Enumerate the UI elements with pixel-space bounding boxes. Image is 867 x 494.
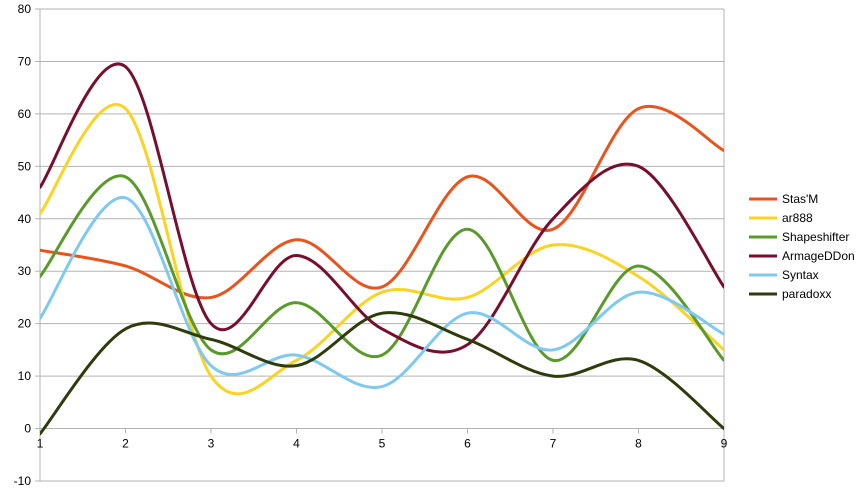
- legend-label-syntax: Syntax: [782, 268, 819, 282]
- legend-label-shapeshifter: Shapeshifter: [782, 230, 849, 244]
- x-tick-label: 6: [464, 437, 471, 451]
- y-tick-label: 40: [18, 212, 32, 226]
- axes: [35, 8, 725, 482]
- x-tick-label: 5: [379, 437, 386, 451]
- series-lines: [40, 62, 724, 436]
- x-tick-label: 8: [635, 437, 642, 451]
- series-line-shapeshifter: [40, 174, 724, 362]
- x-tick-label: 9: [721, 437, 728, 451]
- y-tick-label: -10: [14, 474, 32, 488]
- y-tick-label: 60: [18, 107, 32, 121]
- grid-lines: [40, 8, 724, 482]
- x-tick-label: 7: [550, 437, 557, 451]
- x-tick-label: 3: [208, 437, 215, 451]
- y-tick-labels: -10 0 10 20 30 40 50 60 70 80: [14, 2, 32, 488]
- y-tick-label: 50: [18, 159, 32, 173]
- series-line-stas-m: [40, 105, 724, 300]
- x-tick-label: 1: [37, 437, 44, 451]
- legend-label-ar888: ar888: [782, 211, 813, 225]
- y-tick-label: 70: [18, 54, 32, 68]
- legend: Stas'M ar888 Shapeshifter ArmageDDon Syntax p…: [749, 192, 855, 301]
- x-tick-label: 4: [293, 437, 300, 451]
- y-tick-label: 0: [24, 422, 31, 436]
- series-line-paradoxx: [40, 311, 724, 436]
- x-tick-labels: 1 2 3 4 5 6 7 8 9: [37, 437, 728, 451]
- series-line-syntax: [40, 196, 724, 390]
- legend-label-paradoxx: paradoxx: [782, 287, 831, 301]
- x-tick-label: 2: [122, 437, 129, 451]
- y-tick-label: 80: [18, 2, 32, 16]
- series-line-ar888: [40, 103, 724, 396]
- y-tick-label: 20: [18, 317, 32, 331]
- y-tick-label: 30: [18, 264, 32, 278]
- series-line-armageddon: [40, 62, 724, 354]
- legend-label-armageddon: ArmageDDon: [782, 249, 855, 263]
- legend-label-stas-m: Stas'M: [782, 192, 818, 206]
- y-tick-label: 10: [18, 369, 32, 383]
